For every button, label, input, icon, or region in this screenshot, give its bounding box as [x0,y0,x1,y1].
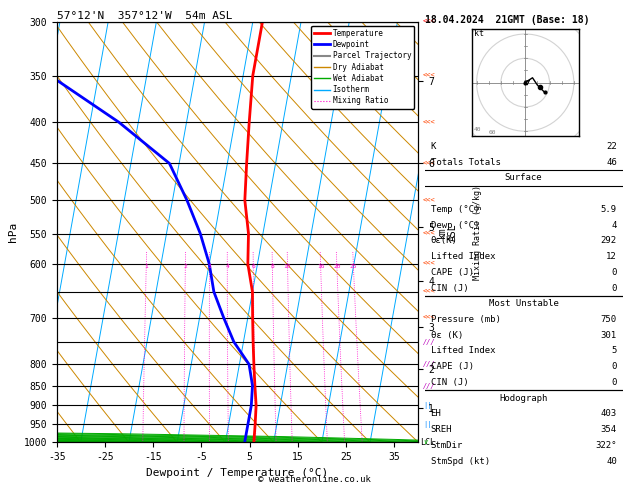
Text: CAPE (J): CAPE (J) [430,268,474,277]
Text: 322°: 322° [595,441,617,450]
Text: StmSpd (kt): StmSpd (kt) [430,457,489,466]
Text: 16: 16 [317,264,325,269]
Text: CIN (J): CIN (J) [430,378,468,387]
Text: Most Unstable: Most Unstable [489,299,559,308]
Text: ///: /// [423,362,436,367]
Text: Totals Totals: Totals Totals [430,157,501,167]
Text: 403: 403 [601,409,617,418]
Text: 6: 6 [252,264,255,269]
Text: 0: 0 [611,283,617,293]
Y-axis label: hPa: hPa [8,222,18,242]
Text: 60: 60 [489,130,496,135]
X-axis label: Dewpoint / Temperature (°C): Dewpoint / Temperature (°C) [147,468,328,478]
Text: 292: 292 [601,236,617,245]
Text: 2: 2 [184,264,187,269]
Text: ///: /// [423,339,436,345]
Text: v: v [423,439,427,445]
Text: θε(K): θε(K) [430,236,457,245]
Text: 20: 20 [333,264,340,269]
Text: K: K [430,142,436,151]
Text: 3: 3 [208,264,211,269]
Text: 750: 750 [601,315,617,324]
Text: EH: EH [430,409,442,418]
Text: <<<: <<< [423,73,436,79]
Text: 4: 4 [611,221,617,229]
Text: 40: 40 [474,127,482,132]
Text: CAPE (J): CAPE (J) [430,362,474,371]
Text: <<<: <<< [423,19,436,25]
Text: 57°12'N  357°12'W  54m ASL: 57°12'N 357°12'W 54m ASL [57,11,232,21]
Text: Pressure (mb): Pressure (mb) [430,315,501,324]
Text: 22: 22 [606,142,617,151]
Text: ||: || [423,421,431,428]
Text: 10: 10 [284,264,291,269]
Text: <<<: <<< [423,230,436,237]
Text: <<<: <<< [423,315,436,321]
Text: © weatheronline.co.uk: © weatheronline.co.uk [258,474,371,484]
Y-axis label: km
ASL: km ASL [437,223,459,241]
Text: LCL: LCL [420,438,435,447]
Text: 5.9: 5.9 [601,205,617,214]
Text: ||: || [423,402,431,409]
Text: kt: kt [474,30,484,38]
Text: 46: 46 [606,157,617,167]
Text: ///: /// [423,382,436,388]
Text: 40: 40 [606,457,617,466]
Text: Surface: Surface [505,174,542,182]
Text: <<<: <<< [423,120,436,125]
Text: Dewp (°C): Dewp (°C) [430,221,479,229]
Text: 18.04.2024  21GMT (Base: 18): 18.04.2024 21GMT (Base: 18) [425,15,589,25]
Text: 12: 12 [606,252,617,261]
Text: 354: 354 [601,425,617,434]
Text: Temp (°C): Temp (°C) [430,205,479,214]
Text: Mixing Ratio (g/kg): Mixing Ratio (g/kg) [472,185,482,279]
Text: 0: 0 [611,362,617,371]
Text: 4: 4 [225,264,229,269]
Text: StmDir: StmDir [430,441,463,450]
Text: Hodograph: Hodograph [499,394,548,403]
Text: 5: 5 [611,347,617,355]
Text: CIN (J): CIN (J) [430,283,468,293]
Text: Lifted Index: Lifted Index [430,252,495,261]
Text: 301: 301 [601,331,617,340]
Text: Lifted Index: Lifted Index [430,347,495,355]
Text: 0: 0 [611,378,617,387]
Text: 0: 0 [611,268,617,277]
Text: <<<: <<< [423,160,436,166]
Text: 1: 1 [145,264,148,269]
Text: θε (K): θε (K) [430,331,463,340]
Text: 25: 25 [350,264,357,269]
Text: <<<: <<< [423,197,436,203]
Text: SREH: SREH [430,425,452,434]
Text: 8: 8 [270,264,274,269]
Text: <<<: <<< [423,261,436,267]
Legend: Temperature, Dewpoint, Parcel Trajectory, Dry Adiabat, Wet Adiabat, Isotherm, Mi: Temperature, Dewpoint, Parcel Trajectory… [311,26,415,108]
Text: <<<: <<< [423,289,436,295]
